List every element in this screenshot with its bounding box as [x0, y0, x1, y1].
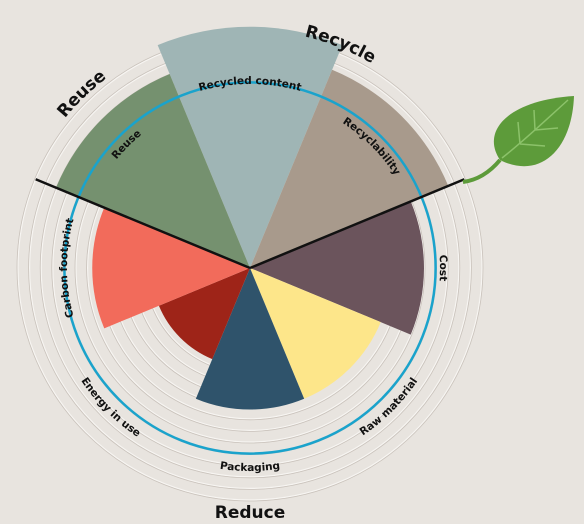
group-label: Reuse	[54, 66, 110, 121]
wedge	[250, 69, 449, 269]
leaf-stem	[462, 158, 502, 184]
category-label-path: Cost	[437, 254, 449, 281]
wedge	[250, 268, 381, 399]
wedge	[250, 201, 424, 335]
category-label: Raw material	[358, 376, 421, 438]
group-label-path: Reuse	[54, 66, 110, 121]
leaf-icon	[462, 96, 574, 184]
wedge	[56, 74, 251, 269]
group-divider	[35, 178, 251, 270]
category-label-path: Energy in use	[78, 375, 142, 439]
category-label: Cost	[437, 254, 449, 281]
target-circle	[63, 81, 437, 455]
group-divider	[249, 178, 465, 270]
wedge	[158, 268, 250, 360]
category-label-path: Packaging	[219, 460, 281, 474]
category-label-path: Raw material	[358, 376, 421, 438]
wedge	[195, 268, 305, 410]
group-label: Reduce	[215, 503, 286, 523]
category-label: Carbon footprint	[58, 217, 77, 319]
category-label: Packaging	[219, 460, 281, 474]
leaf-vein	[501, 99, 569, 159]
category-label: Energy in use	[78, 375, 142, 439]
overlay	[35, 81, 465, 455]
wedge	[92, 207, 250, 329]
category-label-path: Carbon footprint	[58, 217, 77, 319]
